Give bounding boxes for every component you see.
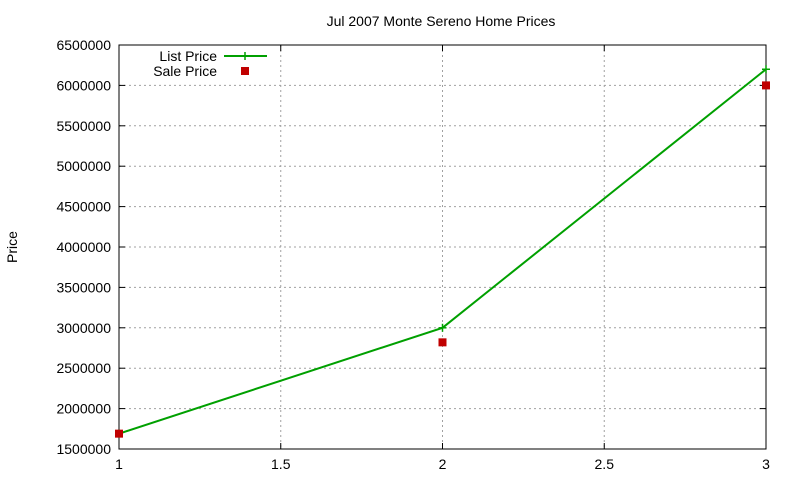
x-tick-label: 2 [439, 456, 447, 472]
legend-marker-sale-price [241, 67, 249, 75]
y-tick-label: 5500000 [56, 118, 111, 134]
y-tick-label: 6500000 [56, 37, 111, 53]
legend-label-sale-price: Sale Price [153, 63, 217, 79]
plot-frame [118, 44, 767, 450]
y-tick-label: 3500000 [56, 279, 111, 295]
y-tick-label: 6000000 [56, 77, 111, 93]
sale-price-point [438, 338, 447, 347]
y-tick-label: 4500000 [56, 199, 111, 215]
list-price-point [762, 65, 770, 74]
y-tick-label: 1500000 [56, 441, 111, 457]
chart-title: Jul 2007 Monte Sereno Home Prices [327, 13, 556, 29]
sale-price-point [762, 81, 770, 90]
y-tick-label: 2500000 [56, 360, 111, 376]
sale-price-point [115, 429, 123, 438]
legend-marker-list-price [241, 52, 249, 60]
x-tick-label: 2.5 [595, 456, 615, 472]
x-tick-label: 1.5 [271, 456, 291, 472]
y-tick-label: 4000000 [56, 239, 111, 255]
axes: 1500000 2000000 2500000 3000000 3500000 40000… [56, 37, 770, 472]
x-tick-label: 1 [115, 456, 123, 472]
y-tick-label: 2000000 [56, 401, 111, 417]
legend-label-list-price: List Price [159, 48, 217, 64]
sale-price-series [115, 81, 770, 438]
x-tick-label: 3 [762, 456, 770, 472]
y-tick-label: 5000000 [56, 158, 111, 174]
y-tick-label: 3000000 [56, 320, 111, 336]
list-price-point [438, 323, 447, 332]
grid [119, 45, 766, 449]
plot-area [115, 65, 770, 438]
y-axis-label: Price [4, 231, 20, 263]
